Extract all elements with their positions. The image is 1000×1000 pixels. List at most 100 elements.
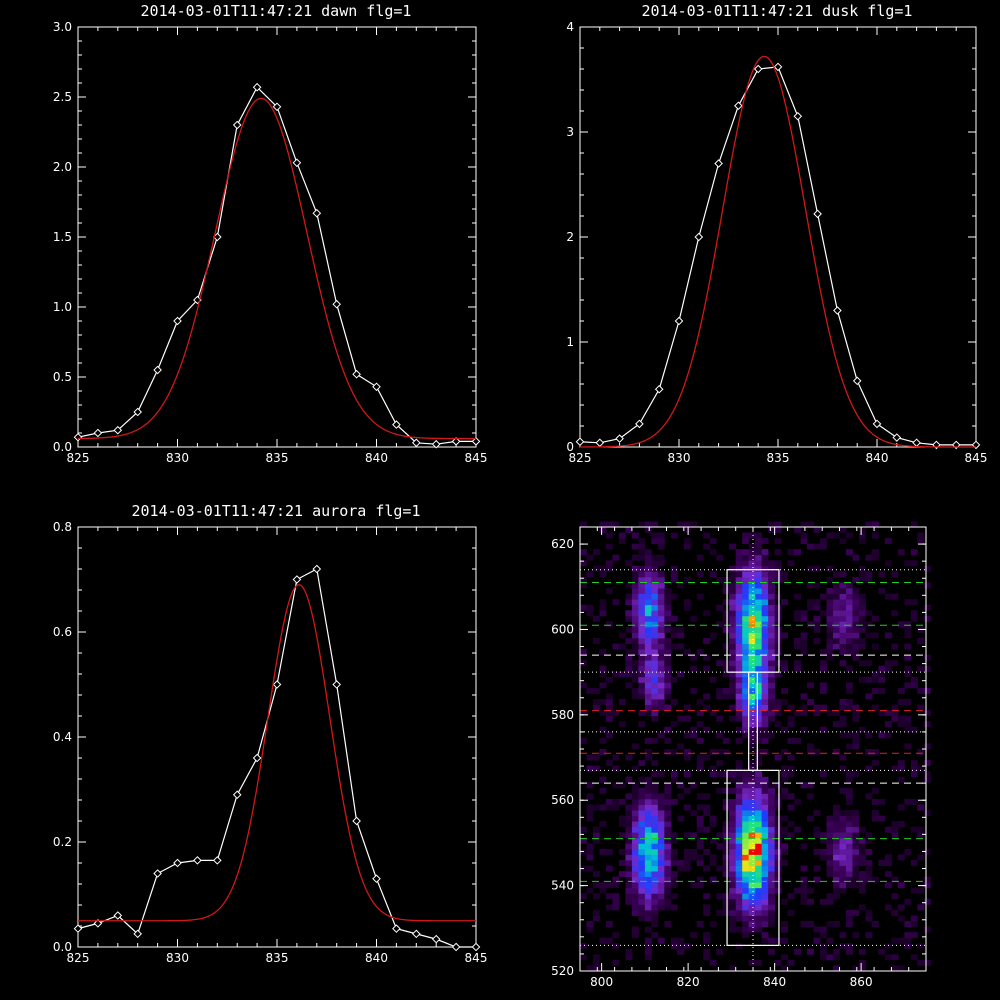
heatmap-cell bbox=[852, 588, 860, 594]
heatmap-cell bbox=[657, 615, 665, 622]
heatmap-cell bbox=[592, 704, 600, 711]
heatmap-cell bbox=[644, 549, 652, 556]
heatmap-cell bbox=[703, 704, 711, 711]
heatmap-cell bbox=[884, 954, 892, 961]
heatmap-cell bbox=[917, 904, 925, 911]
heatmap-cell bbox=[917, 538, 925, 545]
heatmap-cell bbox=[910, 921, 918, 927]
heatmap-cell bbox=[781, 771, 788, 778]
heatmap-cell bbox=[638, 876, 646, 883]
heatmap-cell bbox=[923, 604, 931, 611]
heatmap-cell bbox=[586, 610, 594, 617]
heatmap-cell bbox=[807, 565, 814, 572]
heatmap-cell bbox=[696, 593, 704, 600]
heatmap-cell bbox=[735, 804, 743, 811]
heatmap-cell bbox=[923, 776, 931, 783]
heatmap-cell bbox=[774, 704, 782, 711]
heatmap-cell bbox=[768, 887, 776, 894]
heatmap-cell bbox=[677, 815, 685, 822]
heatmap-cell bbox=[761, 643, 769, 650]
heatmap-cell bbox=[735, 815, 743, 822]
heatmap-cell bbox=[592, 804, 600, 811]
heatmap-cell bbox=[923, 654, 931, 661]
heatmap-cell bbox=[748, 626, 756, 633]
heatmap-cell bbox=[657, 571, 665, 578]
heatmap-cell bbox=[820, 726, 827, 733]
heatmap-cell bbox=[631, 671, 639, 678]
heatmap-cell bbox=[871, 671, 879, 678]
heatmap-cell bbox=[735, 771, 743, 778]
heatmap-cell bbox=[794, 798, 801, 805]
heatmap-cell bbox=[781, 965, 788, 972]
heatmap-cell bbox=[781, 576, 788, 583]
heatmap-cell bbox=[923, 565, 931, 572]
heatmap-cell bbox=[709, 876, 717, 883]
heatmap-cell bbox=[735, 588, 743, 594]
heatmap-cell bbox=[716, 865, 724, 872]
heatmap-cell bbox=[696, 804, 704, 811]
heatmap-cell bbox=[755, 848, 763, 855]
heatmap-cell bbox=[664, 793, 672, 800]
heatmap-cell bbox=[742, 604, 750, 611]
heatmap-cell bbox=[651, 538, 659, 545]
heatmap-cell bbox=[618, 721, 626, 728]
heatmap-cell bbox=[833, 804, 840, 811]
heatmap-cell bbox=[631, 643, 639, 650]
heatmap-cell bbox=[917, 704, 925, 711]
heatmap-cell bbox=[735, 560, 743, 567]
dawn-ytick-label: 3.0 bbox=[53, 20, 72, 34]
heatmap-cell bbox=[664, 832, 672, 839]
heatmap-cell bbox=[755, 721, 763, 728]
heatmap-cell bbox=[839, 599, 847, 606]
heatmap-cell bbox=[761, 604, 769, 611]
heatmap-cell bbox=[904, 599, 912, 606]
heatmap-cell bbox=[644, 893, 652, 900]
heatmap-cell bbox=[845, 860, 853, 866]
heatmap-cell bbox=[670, 937, 678, 944]
heatmap-cell bbox=[670, 593, 678, 600]
heatmap-cell bbox=[742, 538, 750, 545]
heatmap-cell bbox=[605, 893, 613, 900]
heatmap-cell bbox=[748, 532, 756, 539]
heatmap-cell bbox=[755, 715, 763, 722]
heatmap-cell bbox=[612, 599, 620, 606]
heatmap-cell bbox=[768, 904, 776, 911]
heatmap-cell bbox=[768, 937, 776, 944]
heatmap-cell bbox=[683, 576, 691, 583]
heatmap-cell bbox=[703, 532, 711, 539]
heatmap-cell bbox=[644, 643, 652, 650]
heatmap-cell bbox=[625, 671, 633, 678]
heatmap-cell bbox=[638, 860, 646, 866]
heatmap-cell bbox=[910, 560, 918, 567]
heatmap-cell bbox=[729, 865, 737, 872]
heatmap-cell bbox=[677, 865, 685, 872]
heatmap-cell bbox=[742, 843, 750, 850]
heatmap-cell bbox=[755, 760, 763, 767]
heatmap-cell bbox=[826, 821, 834, 828]
heatmap-cell bbox=[852, 843, 860, 850]
heatmap-cell bbox=[742, 582, 750, 589]
heatmap-cell bbox=[768, 898, 776, 905]
heatmap-cell bbox=[664, 887, 672, 894]
heatmap-cell bbox=[858, 538, 866, 545]
heatmap-cell bbox=[833, 710, 840, 717]
heatmap-cell bbox=[657, 893, 665, 900]
heatmap-cell bbox=[709, 837, 717, 844]
heatmap-cell bbox=[742, 654, 750, 661]
heatmap-overlays bbox=[580, 527, 926, 971]
heatmap-cell bbox=[742, 915, 750, 922]
heatmap-cell bbox=[768, 732, 776, 739]
heatmap-cell bbox=[625, 826, 633, 833]
heatmap-cell bbox=[625, 882, 633, 889]
heatmap-cell bbox=[722, 898, 730, 905]
heatmap-cell bbox=[852, 732, 860, 739]
heatmap-cell bbox=[742, 832, 750, 839]
heatmap-cell bbox=[774, 793, 782, 800]
heatmap-cell bbox=[605, 699, 613, 705]
heatmap-cell bbox=[742, 599, 750, 606]
heatmap-cell bbox=[774, 798, 782, 805]
aurora-data-point bbox=[431, 934, 441, 944]
heatmap-cell bbox=[735, 737, 743, 744]
heatmap-cell bbox=[735, 676, 743, 683]
heatmap-cell bbox=[904, 643, 912, 650]
